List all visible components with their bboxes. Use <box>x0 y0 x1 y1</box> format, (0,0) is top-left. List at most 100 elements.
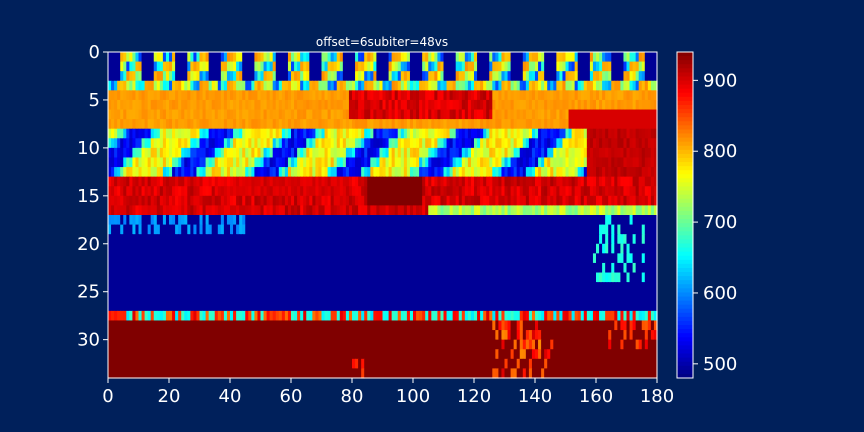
heatmap-cell <box>358 61 362 72</box>
heatmap-cell <box>599 243 603 254</box>
heatmap-cell <box>278 301 283 312</box>
heatmap-cell <box>211 167 216 178</box>
heatmap-cell <box>583 99 588 111</box>
heatmap-cell <box>300 186 304 197</box>
heatmap-cell <box>647 253 652 264</box>
heatmap-cell <box>327 147 332 159</box>
heatmap-cell <box>556 71 560 82</box>
heatmap-cell <box>379 243 384 254</box>
heatmap-cell <box>150 167 155 178</box>
heatmap-cell <box>498 176 503 187</box>
heatmap-cell <box>507 272 512 283</box>
heatmap-cell <box>440 71 445 82</box>
heatmap-cell <box>629 224 634 235</box>
heatmap-cell <box>501 310 506 322</box>
heatmap-cell <box>452 61 457 72</box>
heatmap-cell <box>474 61 478 72</box>
heatmap-cell <box>501 80 506 91</box>
heatmap-cell <box>489 301 493 312</box>
heatmap-cell <box>321 52 326 63</box>
heatmap-cell <box>394 176 399 187</box>
heatmap-cell <box>175 61 179 72</box>
heatmap-cell <box>458 119 463 130</box>
heatmap-cell <box>236 253 240 264</box>
heatmap-cell <box>318 90 323 101</box>
heatmap-cell <box>400 253 405 264</box>
heatmap-cell <box>406 310 411 322</box>
heatmap-cell <box>391 243 396 254</box>
heatmap-cell <box>242 90 246 101</box>
heatmap-cell <box>306 61 310 72</box>
heatmap-cell <box>284 195 289 207</box>
heatmap-cell <box>592 224 597 235</box>
heatmap-cell <box>379 71 384 82</box>
heatmap-cell <box>461 52 466 63</box>
heatmap-cell <box>138 61 143 72</box>
heatmap-cell <box>544 195 548 207</box>
heatmap-cell <box>388 243 393 254</box>
heatmap-cell <box>437 205 442 216</box>
heatmap-cell <box>446 99 451 111</box>
heatmap-cell <box>223 234 228 245</box>
heatmap-cell <box>150 128 155 139</box>
heatmap-cell <box>126 61 130 72</box>
heatmap-cell <box>150 138 155 149</box>
heatmap-cell <box>605 291 609 302</box>
heatmap-cell <box>440 186 445 197</box>
heatmap-cell <box>501 234 506 245</box>
heatmap-cell <box>431 147 435 159</box>
heatmap-cell <box>541 147 545 159</box>
heatmap-cell <box>477 52 481 63</box>
heatmap-cell <box>120 253 124 264</box>
heatmap-cell <box>297 205 301 216</box>
heatmap-cell <box>367 282 371 293</box>
heatmap-cell <box>352 128 356 139</box>
heatmap-cell <box>379 205 384 216</box>
heatmap-cell <box>568 205 573 216</box>
heatmap-cell <box>242 234 246 245</box>
heatmap-cell <box>458 90 463 101</box>
heatmap-cell <box>519 80 524 91</box>
heatmap-cell <box>455 71 460 82</box>
heatmap-cell <box>141 291 146 302</box>
heatmap-cell <box>507 186 512 197</box>
heatmap-cell <box>528 99 533 111</box>
heatmap-cell <box>547 215 551 226</box>
heatmap-cell <box>361 262 365 274</box>
heatmap-cell <box>464 138 469 149</box>
heatmap-cell <box>629 272 634 283</box>
heatmap-cell <box>574 147 579 159</box>
heatmap-cell <box>403 128 408 139</box>
heatmap-cell <box>211 99 216 111</box>
heatmap-cell <box>272 205 277 216</box>
heatmap-cell <box>577 243 582 254</box>
heatmap-cell <box>470 301 475 312</box>
heatmap-cell <box>117 205 121 216</box>
heatmap-cell <box>226 71 231 82</box>
heatmap-cell <box>394 138 399 149</box>
heatmap-cell <box>428 138 432 149</box>
heatmap-cell <box>165 215 170 226</box>
heatmap-cell <box>367 176 371 187</box>
heatmap-cell <box>495 243 499 254</box>
heatmap-cell <box>653 119 658 130</box>
heatmap-cell <box>577 215 582 226</box>
heatmap-cell <box>480 52 484 63</box>
heatmap-cell <box>525 243 530 254</box>
heatmap-cell <box>562 205 567 216</box>
heatmap-cell <box>120 262 124 274</box>
heatmap-cell <box>596 71 600 82</box>
heatmap-cell <box>309 224 313 235</box>
heatmap-cell <box>175 147 179 159</box>
heatmap-cell <box>599 186 603 197</box>
heatmap-cell <box>574 109 579 120</box>
heatmap-cell <box>486 167 490 178</box>
heatmap-cell <box>169 186 173 197</box>
heatmap-cell <box>403 234 408 245</box>
heatmap-cell <box>541 301 545 312</box>
heatmap-cell <box>226 195 231 207</box>
heatmap-cell <box>175 138 179 149</box>
heatmap-cell <box>376 147 381 159</box>
heatmap-cell <box>190 157 194 168</box>
heatmap-cell <box>614 272 618 283</box>
